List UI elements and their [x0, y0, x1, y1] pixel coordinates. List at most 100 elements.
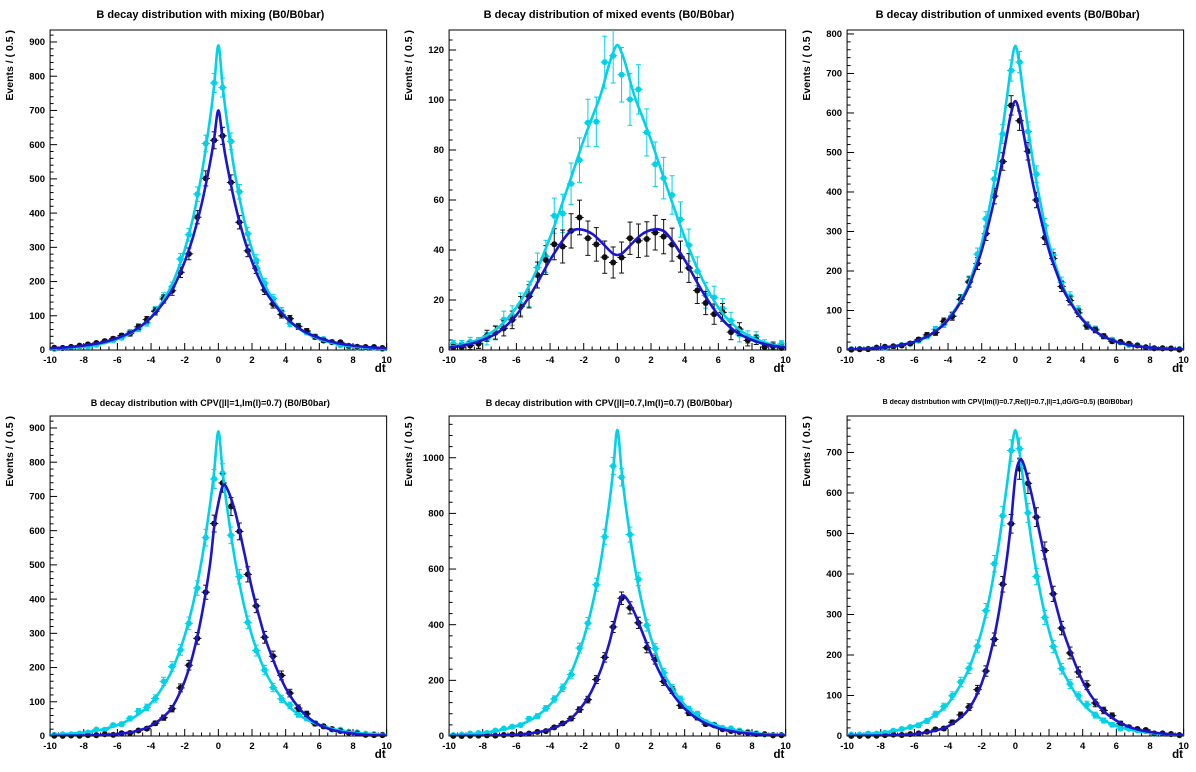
svg-text:0: 0: [614, 355, 619, 366]
svg-text:10: 10: [1179, 355, 1190, 366]
svg-text:0: 0: [438, 731, 443, 742]
svg-text:100: 100: [29, 697, 45, 708]
model-curves: [50, 430, 387, 736]
svg-text:2: 2: [249, 741, 254, 752]
svg-text:6: 6: [317, 741, 322, 752]
plot-canvas-cpv-l07-im07: -10 -8 -6 -4 -2 0 2 4 6 8 10 0 200 400 600 800 1000: [423, 415, 791, 752]
svg-text:-6: -6: [512, 741, 520, 752]
model-curves: [448, 43, 786, 349]
svg-text:6: 6: [1114, 741, 1119, 752]
svg-text:8: 8: [350, 355, 355, 366]
svg-text:-10: -10: [43, 355, 57, 366]
svg-text:900: 900: [29, 423, 45, 434]
plot-title: B decay distribution of unmixed events (…: [875, 9, 1140, 21]
svg-text:2: 2: [249, 355, 254, 366]
svg-text:-4: -4: [545, 741, 554, 752]
svg-text:0: 0: [614, 741, 619, 752]
svg-text:-4: -4: [147, 741, 156, 752]
svg-text:-4: -4: [147, 355, 156, 366]
svg-text:500: 500: [29, 174, 45, 185]
svg-text:400: 400: [29, 208, 45, 219]
plot-canvas-cpv-im07: -10 -8 -6 -4 -2 0 2 4 6 8 100100200300400500600700…: [29, 415, 392, 752]
svg-text:100: 100: [29, 311, 45, 322]
svg-text:300: 300: [29, 243, 45, 254]
svg-text:-4: -4: [944, 355, 953, 366]
model-curves: [50, 44, 387, 350]
data-markers: [448, 30, 786, 351]
svg-text:200: 200: [29, 663, 45, 674]
svg-text:6: 6: [715, 355, 720, 366]
svg-text:-2: -2: [978, 355, 986, 366]
svg-text:-8: -8: [877, 355, 885, 366]
svg-text:0: 0: [1013, 741, 1018, 752]
svg-text:10: 10: [381, 355, 392, 366]
svg-text:2: 2: [1047, 741, 1052, 752]
svg-text:0: 0: [438, 345, 443, 356]
svg-text:-2: -2: [978, 741, 986, 752]
plot-title: B decay distribution with CPV(|l|=0.7,Im…: [485, 398, 733, 408]
svg-text:8: 8: [749, 355, 754, 366]
plot-panel-cpv-l07-im07: B decay distribution with CPV(|l|=0.7,Im…: [399, 386, 798, 772]
svg-text:-4: -4: [944, 741, 953, 752]
plot-panel-cpv-dgg: B decay distribution with CPV(Im(l)=0.7,…: [797, 386, 1196, 772]
model-curves: [847, 428, 1184, 736]
svg-text:-2: -2: [180, 355, 188, 366]
svg-text:2: 2: [648, 741, 653, 752]
svg-text:10: 10: [1179, 741, 1190, 752]
plot-title: B decay distribution with CPV(|l|=1,Im(l…: [90, 398, 330, 408]
svg-text:-6: -6: [113, 355, 121, 366]
svg-text:-8: -8: [80, 741, 88, 752]
svg-text:0: 0: [40, 345, 45, 356]
svg-text:-2: -2: [579, 355, 587, 366]
svg-text:800: 800: [428, 509, 444, 520]
svg-text:600: 600: [29, 140, 45, 151]
svg-text:500: 500: [29, 560, 45, 571]
svg-text:200: 200: [827, 650, 843, 661]
svg-text:-10: -10: [841, 741, 855, 752]
plot-panel-cpv-im07: B decay distribution with CPV(|l|=1,Im(l…: [0, 386, 399, 772]
svg-text:400: 400: [428, 620, 444, 631]
svg-text:200: 200: [827, 266, 843, 277]
svg-text:400: 400: [827, 569, 843, 580]
svg-text:0: 0: [216, 741, 221, 752]
svg-text:0: 0: [40, 731, 45, 742]
data-markers: [847, 50, 1184, 353]
svg-text:200: 200: [428, 676, 444, 687]
svg-text:-8: -8: [80, 355, 88, 366]
plot-canvas-mixing: -10 -8 -6 -4 -2 0 2 4 6 8 100100200300400500600700…: [29, 29, 392, 366]
svg-text:8: 8: [749, 741, 754, 752]
svg-text:2: 2: [648, 355, 653, 366]
svg-text:4: 4: [283, 355, 289, 366]
svg-text:800: 800: [29, 71, 45, 82]
svg-text:6: 6: [715, 741, 720, 752]
svg-text:400: 400: [827, 187, 843, 198]
x-axis-label: dt: [773, 363, 785, 375]
svg-text:60: 60: [433, 195, 444, 206]
model-curves: [448, 428, 786, 736]
svg-text:0: 0: [1013, 355, 1018, 366]
svg-text:900: 900: [29, 37, 45, 48]
svg-text:100: 100: [428, 95, 444, 106]
data-markers: [50, 72, 387, 353]
svg-text:-10: -10: [43, 741, 57, 752]
svg-text:10: 10: [780, 741, 791, 752]
svg-text:800: 800: [29, 457, 45, 468]
plot-canvas-unmixed-events: -10 -8 -6 -4 -2 0 2 4 6 8 100100200300400500600700…: [827, 29, 1190, 366]
plot-panel-unmixed-events: B decay distribution of unmixed events (…: [797, 0, 1196, 386]
svg-text:0: 0: [837, 731, 842, 742]
svg-text:500: 500: [827, 529, 843, 540]
svg-text:600: 600: [29, 526, 45, 537]
svg-text:0: 0: [216, 355, 221, 366]
svg-text:-2: -2: [579, 741, 587, 752]
svg-text:1000: 1000: [423, 453, 444, 464]
svg-text:700: 700: [827, 69, 843, 80]
svg-text:120: 120: [428, 45, 444, 56]
x-axis-label: dt: [773, 749, 785, 761]
svg-text:4: 4: [682, 355, 688, 366]
svg-text:8: 8: [1148, 355, 1153, 366]
svg-text:-6: -6: [512, 355, 520, 366]
plot-title: B decay distribution with CPV(Im(l)=0.7,…: [882, 399, 1133, 406]
svg-text:-4: -4: [545, 355, 554, 366]
